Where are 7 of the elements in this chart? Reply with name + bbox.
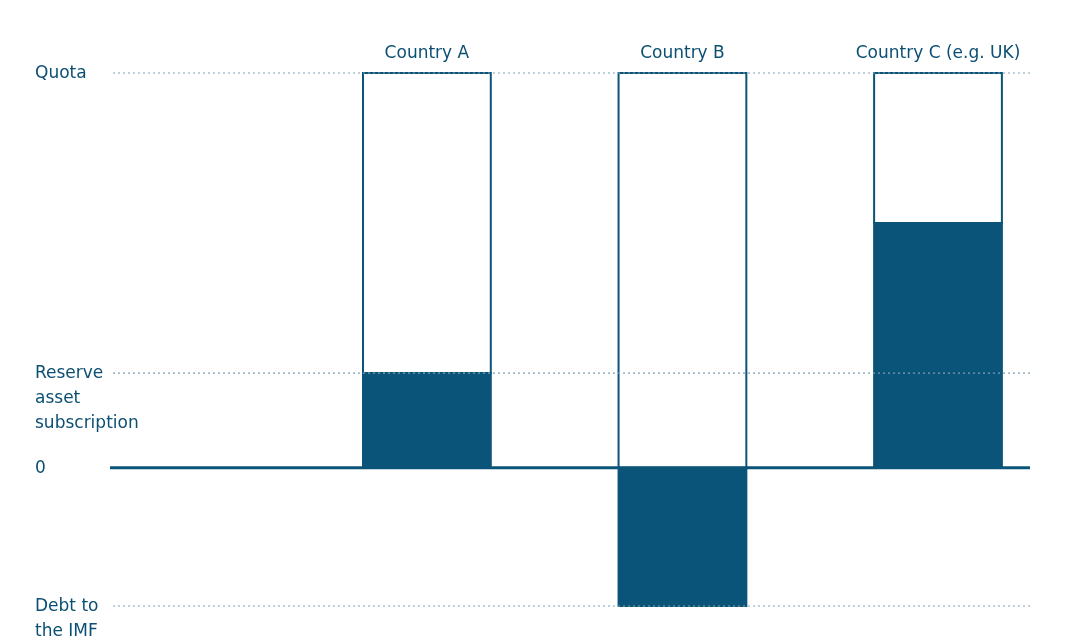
- x-tick-label: Country A: [384, 41, 470, 62]
- x-tick-label: Country C (e.g. UK): [855, 41, 1021, 62]
- ref-line-label: Reserve asset subscription: [35, 362, 139, 433]
- ref-line-label: Quota: [35, 62, 87, 82]
- x-tick-label: Country B: [640, 41, 725, 62]
- ref-line-label: 0: [35, 456, 46, 477]
- ref-line-label: Debt to the IMF: [35, 595, 99, 640]
